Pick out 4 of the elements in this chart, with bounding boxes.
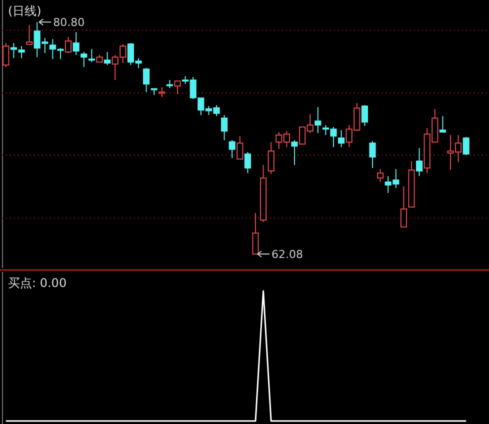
chart-title: (日线) bbox=[8, 4, 42, 18]
annotation: 62.08 bbox=[272, 248, 303, 261]
annotation: 80.80 bbox=[53, 16, 85, 30]
chart-title: 买点: 0.00 bbox=[8, 276, 67, 290]
